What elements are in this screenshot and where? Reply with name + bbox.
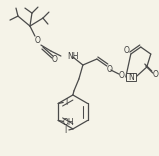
Text: O: O [35, 36, 41, 45]
Text: I: I [64, 126, 66, 135]
Text: NH: NH [67, 51, 78, 61]
Text: O: O [124, 46, 130, 55]
Text: O: O [52, 55, 58, 63]
Text: O: O [119, 71, 125, 80]
Text: N: N [128, 73, 134, 81]
Text: O: O [153, 70, 159, 78]
FancyBboxPatch shape [125, 73, 136, 81]
Text: O: O [107, 65, 113, 73]
Text: I: I [65, 98, 67, 107]
Text: OH: OH [62, 118, 74, 127]
